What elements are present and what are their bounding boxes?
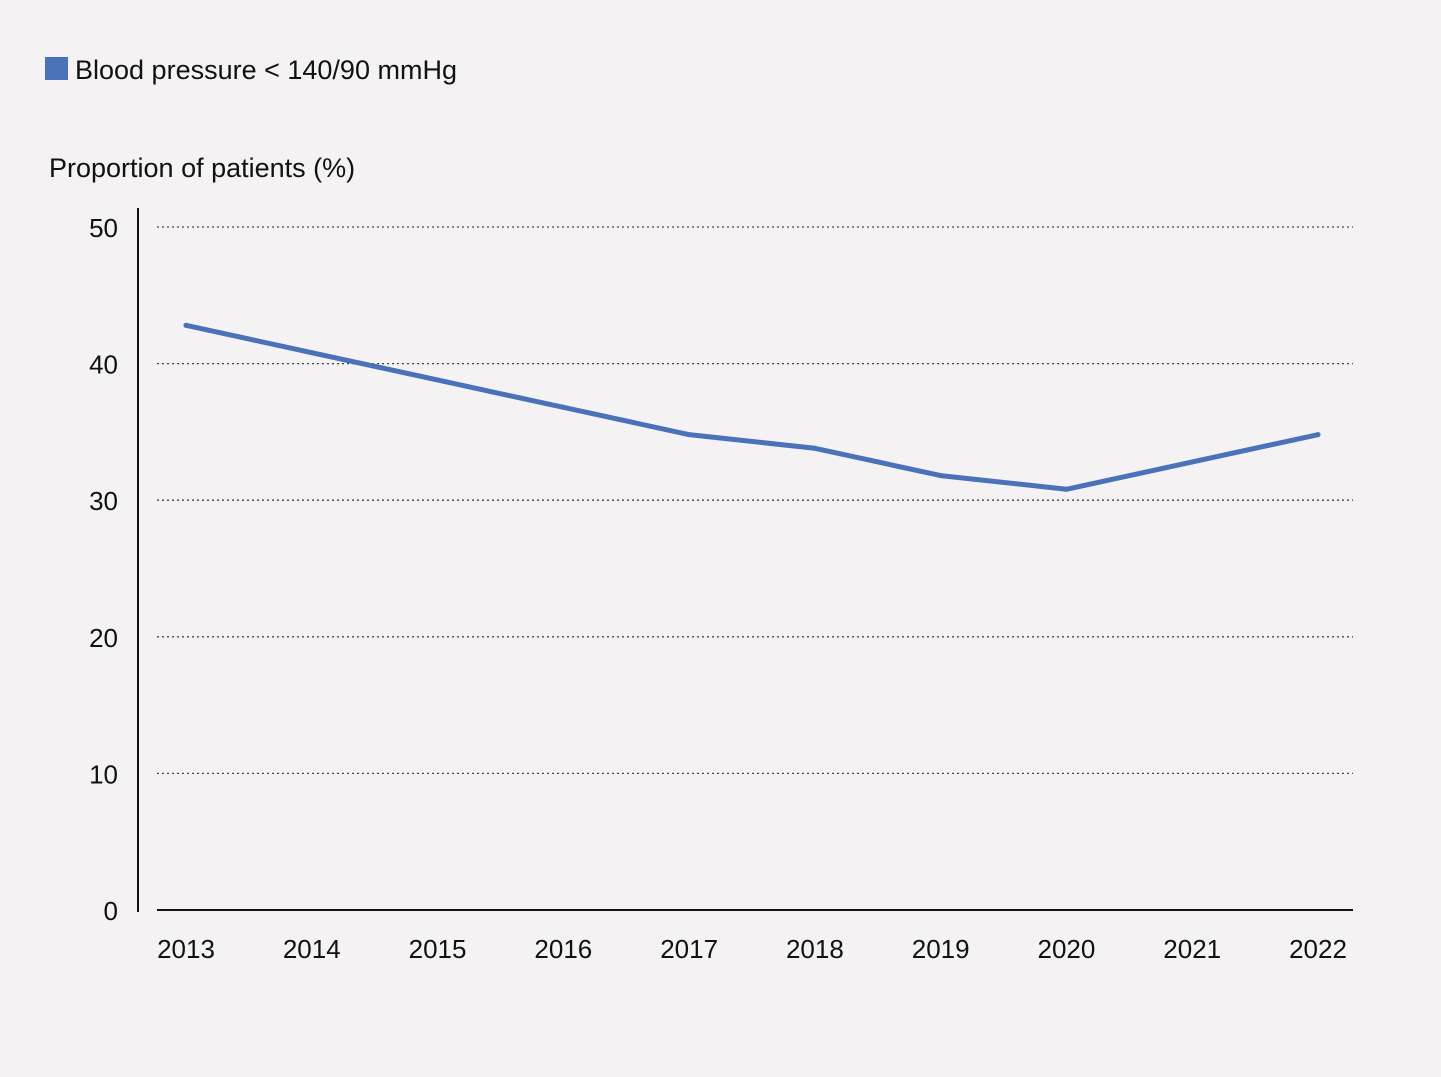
- x-tick-label: 2020: [1038, 934, 1096, 964]
- data-point: [938, 473, 944, 479]
- data-point: [1063, 486, 1069, 492]
- x-tick-label: 2014: [283, 934, 341, 964]
- x-tick-label: 2015: [409, 934, 467, 964]
- x-tick-label: 2018: [786, 934, 844, 964]
- y-tick-label: 0: [104, 896, 118, 926]
- x-tick-label: 2013: [157, 934, 215, 964]
- x-tick-label: 2019: [912, 934, 970, 964]
- series-line: [183, 322, 1321, 492]
- legend: Blood pressure < 140/90 mmHg: [45, 55, 457, 85]
- y-tick-label: 10: [89, 759, 118, 789]
- x-tick-label: 2017: [660, 934, 718, 964]
- data-point: [560, 404, 566, 410]
- data-point: [1315, 432, 1321, 438]
- data-point: [1189, 459, 1195, 465]
- data-point: [812, 445, 818, 451]
- y-axis-label: Proportion of patients (%): [49, 153, 355, 183]
- legend-label: Blood pressure < 140/90 mmHg: [75, 55, 457, 85]
- data-point: [309, 350, 315, 356]
- y-tick-label: 20: [89, 623, 118, 653]
- data-point: [183, 322, 189, 328]
- x-tick-label: 2016: [534, 934, 592, 964]
- y-tick-label: 30: [89, 486, 118, 516]
- y-tick-labels: 0 10 20 30 40 50: [89, 213, 118, 926]
- x-tick-label: 2022: [1289, 934, 1347, 964]
- y-tick-label: 50: [89, 213, 118, 243]
- data-point: [686, 432, 692, 438]
- y-tick-label: 40: [89, 350, 118, 380]
- x-tick-labels: 2013 2014 2015 2016 2017 2018 2019 2020 2021 2022: [157, 934, 1347, 964]
- gridlines: [157, 226, 1353, 775]
- series-group: [183, 322, 1321, 492]
- x-tick-label: 2021: [1163, 934, 1221, 964]
- legend-swatch: [45, 57, 68, 80]
- data-point: [435, 377, 441, 383]
